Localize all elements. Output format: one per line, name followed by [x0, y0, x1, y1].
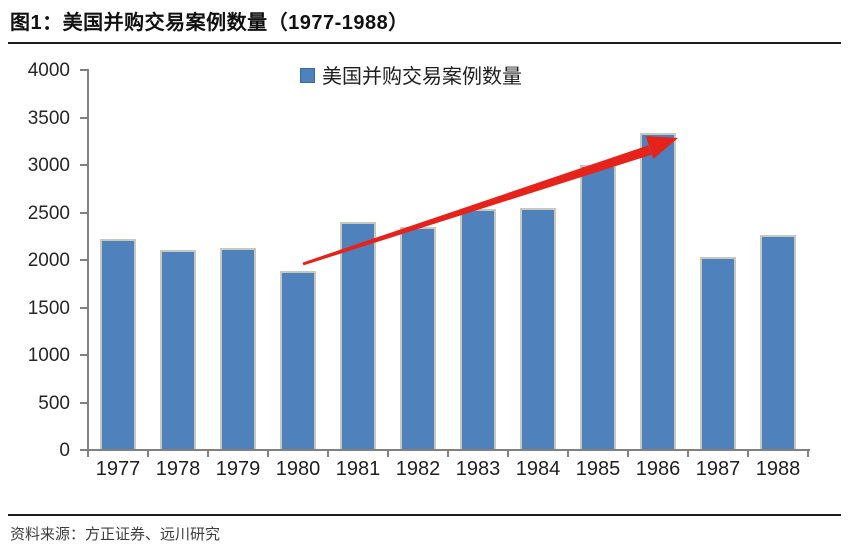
bar-1983	[460, 209, 496, 450]
x-tick-mark	[807, 450, 809, 457]
x-tick-label: 1979	[215, 458, 261, 480]
bar-1985	[580, 164, 616, 450]
bar-1979	[220, 247, 256, 450]
y-tick-mark	[80, 164, 87, 166]
x-tick-label: 1988	[755, 458, 801, 480]
legend-swatch-icon	[300, 68, 315, 83]
x-tick-label: 1977	[95, 458, 141, 480]
y-tick-mark	[80, 116, 87, 119]
y-tick-label: 3000	[27, 155, 70, 176]
y-tick-label: 0	[59, 440, 70, 461]
y-tick-mark	[80, 211, 87, 214]
figure-title: 图1：美国并购交易案例数量（1977-1988）	[10, 12, 409, 34]
y-tick-label: 500	[38, 392, 70, 414]
chart-legend: 美国并购交易案例数量	[300, 60, 522, 89]
y-tick-label: 4000	[27, 60, 70, 81]
y-tick-label: 2500	[27, 202, 70, 224]
x-tick-label: 1981	[335, 458, 381, 480]
bar-1977	[100, 238, 136, 450]
bar-1981	[340, 222, 376, 450]
y-tick-mark	[80, 259, 87, 261]
y-tick-mark	[80, 449, 87, 451]
x-tick-label: 1983	[455, 458, 501, 480]
x-tick-mark	[387, 450, 389, 457]
bar-1984	[520, 208, 556, 450]
x-tick-label: 1978	[155, 458, 201, 480]
x-tick-mark	[267, 450, 269, 457]
bar-1978	[160, 249, 196, 450]
y-tick-label: 1000	[27, 345, 70, 366]
y-tick-label: 1500	[27, 297, 70, 319]
y-tick-mark	[80, 69, 87, 71]
top-divider	[8, 42, 841, 44]
bar-1987	[700, 256, 736, 450]
y-tick-mark	[80, 306, 87, 309]
x-tick-label: 1986	[635, 458, 681, 480]
x-tick-label: 1987	[695, 458, 741, 480]
source-note: 资料来源：方正证券、远川研究	[10, 526, 221, 543]
y-axis-line	[87, 69, 89, 451]
x-tick-mark	[447, 450, 449, 457]
bar-1982	[400, 227, 436, 450]
x-tick-label: 1984	[515, 458, 561, 480]
x-tick-mark	[687, 450, 689, 457]
x-tick-mark	[147, 450, 149, 457]
bottom-divider	[8, 514, 841, 516]
y-tick-mark	[80, 354, 87, 356]
x-tick-mark	[627, 450, 629, 457]
y-tick-label: 2000	[27, 250, 70, 271]
x-tick-mark	[747, 450, 749, 457]
x-tick-mark	[507, 450, 509, 457]
x-tick-mark	[87, 450, 89, 457]
x-tick-mark	[327, 450, 329, 457]
bar-1986	[640, 133, 676, 450]
legend-label: 美国并购交易案例数量	[322, 66, 522, 88]
x-tick-mark	[207, 450, 209, 457]
bar-1980	[280, 270, 316, 450]
y-tick-mark	[80, 401, 87, 404]
y-tick-label: 3500	[27, 107, 70, 129]
x-tick-label: 1985	[575, 458, 621, 480]
x-tick-label: 1980	[275, 458, 321, 480]
bar-1988	[760, 235, 796, 450]
x-tick-mark	[567, 450, 569, 457]
x-tick-label: 1982	[395, 458, 441, 480]
